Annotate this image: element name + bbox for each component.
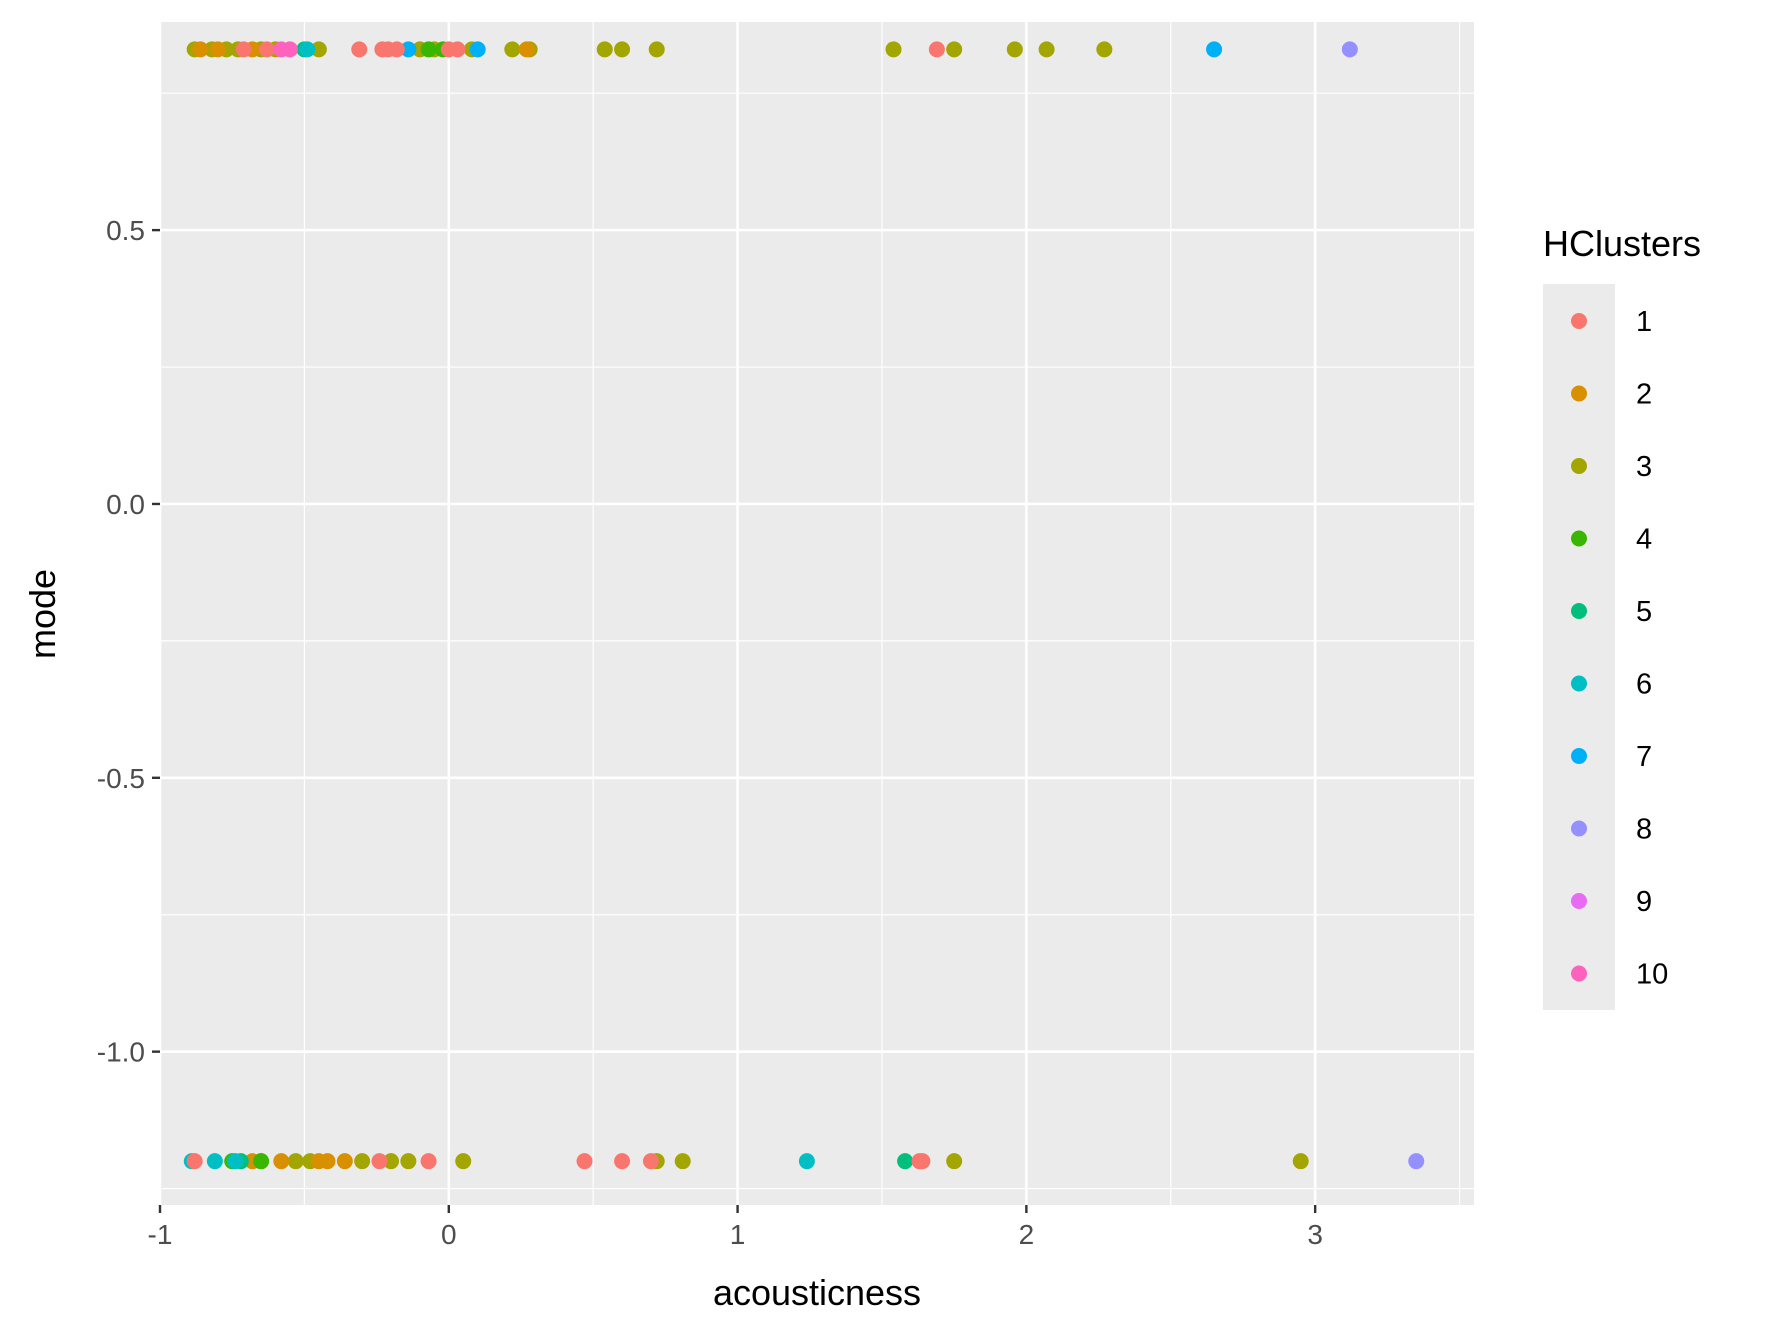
- data-point: [351, 41, 368, 58]
- data-point: [914, 1153, 931, 1170]
- y-tick-label: -1.0: [97, 1037, 145, 1068]
- data-point: [400, 41, 417, 58]
- data-point: [299, 41, 316, 58]
- data-point: [614, 1153, 631, 1170]
- data-point: [388, 41, 405, 58]
- legend: HClusters 1 2 3 4 5 6 7 8 9 10: [1543, 223, 1701, 1010]
- legend-label: 6: [1636, 669, 1652, 701]
- y-tick-label: -0.5: [97, 763, 145, 794]
- data-point: [400, 1153, 417, 1170]
- legend-key: [1571, 385, 1587, 402]
- data-point: [336, 1153, 353, 1170]
- data-point: [455, 1153, 472, 1170]
- x-tick-label: 2: [1019, 1219, 1035, 1250]
- legend-label: 5: [1636, 596, 1652, 628]
- data-point: [596, 41, 613, 58]
- data-point: [946, 1153, 963, 1170]
- legend-key: [1571, 965, 1587, 982]
- legend-title: HClusters: [1543, 223, 1701, 264]
- data-point: [383, 1153, 400, 1170]
- data-point: [192, 41, 209, 58]
- data-point: [354, 1153, 371, 1170]
- legend-label: 10: [1636, 959, 1668, 991]
- data-point: [209, 41, 226, 58]
- data-point: [253, 1153, 270, 1170]
- data-point: [371, 1153, 388, 1170]
- data-point: [1408, 1153, 1425, 1170]
- data-point: [504, 41, 521, 58]
- data-point: [449, 41, 466, 58]
- data-point: [258, 41, 275, 58]
- data-point: [310, 41, 327, 58]
- legend-label: 2: [1636, 379, 1652, 411]
- legend-entries: 1 2 3 4 5 6 7 8 9 10: [1571, 306, 1668, 991]
- legend-key: [1571, 313, 1587, 329]
- legend-key: [1571, 675, 1587, 692]
- legend-key: [1571, 748, 1587, 764]
- legend-key-background: [1543, 284, 1615, 1010]
- data-point: [273, 1153, 290, 1170]
- x-tick-label: 0: [441, 1219, 457, 1250]
- data-point: [885, 41, 902, 58]
- legend-label: 9: [1636, 886, 1652, 918]
- legend-label: 1: [1636, 306, 1652, 338]
- data-points: [183, 41, 1425, 1170]
- legend-key: [1571, 893, 1587, 909]
- data-point: [897, 1153, 914, 1170]
- data-point: [287, 1153, 304, 1170]
- data-point: [1292, 1153, 1309, 1170]
- data-point: [648, 41, 665, 58]
- x-tick-label: 1: [730, 1219, 746, 1250]
- x-axis: -1 0 1 2 3: [148, 1205, 1323, 1250]
- legend-label: 3: [1636, 451, 1652, 483]
- data-point: [420, 1153, 437, 1170]
- grid-major: [158, 22, 1474, 1205]
- data-point: [798, 1153, 815, 1170]
- data-point: [469, 41, 486, 58]
- legend-label: 7: [1636, 741, 1652, 773]
- data-point: [1006, 41, 1023, 58]
- y-axis: -1.0 -0.5 0.0 0.5: [97, 215, 160, 1068]
- data-point: [227, 1153, 244, 1170]
- data-point: [206, 1153, 223, 1170]
- data-point: [420, 41, 437, 58]
- y-tick-label: 0.0: [106, 489, 145, 520]
- legend-key: [1571, 458, 1587, 474]
- data-point: [928, 41, 945, 58]
- data-point: [319, 1153, 336, 1170]
- legend-key: [1571, 820, 1587, 837]
- legend-key: [1571, 530, 1587, 547]
- data-point: [946, 41, 963, 58]
- data-point: [235, 41, 252, 58]
- data-point: [614, 41, 631, 58]
- y-tick-label: 0.5: [106, 215, 145, 246]
- data-point: [674, 1153, 691, 1170]
- data-point: [281, 41, 298, 58]
- legend-label: 4: [1636, 524, 1652, 556]
- data-point: [1341, 41, 1358, 58]
- legend-label: 8: [1636, 814, 1652, 846]
- data-point: [1096, 41, 1113, 58]
- x-tick-label: -1: [148, 1219, 173, 1250]
- y-axis-title: mode: [22, 569, 63, 659]
- data-point: [518, 41, 535, 58]
- panel-background: [160, 22, 1474, 1205]
- data-point: [1206, 41, 1223, 58]
- x-axis-title: acousticness: [713, 1272, 921, 1313]
- data-point: [186, 1153, 203, 1170]
- legend-key: [1571, 603, 1587, 619]
- data-point: [1038, 41, 1055, 58]
- data-point: [642, 1153, 659, 1170]
- grid-minor: [160, 22, 1474, 1205]
- x-tick-label: 3: [1307, 1219, 1323, 1250]
- data-point: [576, 1153, 593, 1170]
